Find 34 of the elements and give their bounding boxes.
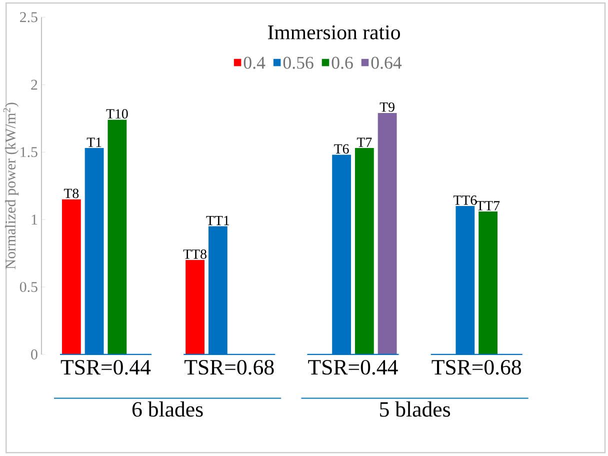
bar — [108, 120, 127, 355]
y-tick-label: 1 — [32, 214, 38, 225]
legend-label: 0.56 — [283, 56, 314, 70]
y-axis-title: Normalized power (kW/m$^{2}$) — [3, 102, 19, 270]
data-label: T7 — [356, 138, 372, 148]
text: 5 blades — [380, 402, 450, 417]
data-label: T6 — [334, 144, 349, 154]
bar — [378, 113, 397, 355]
data-label: T10 — [106, 109, 128, 119]
y-tick-label: 2 — [31, 80, 38, 90]
data-label: TT8 — [183, 250, 206, 260]
data-label: T1 — [86, 138, 102, 148]
y-tick-label: 0 — [31, 350, 38, 360]
x-tick-label: TSR=0.68 — [184, 360, 274, 375]
legend-label: 0.6 — [332, 56, 353, 70]
data-label: T9 — [380, 102, 394, 112]
text: 6 blades — [132, 402, 203, 417]
bar — [354, 148, 374, 355]
legend-title: Immersion ratio — [268, 26, 400, 40]
bar — [478, 212, 498, 355]
x-tick-label: TSR=0.44 — [60, 360, 151, 375]
data-label: TT7 — [476, 201, 500, 210]
data-label: T8 — [64, 188, 79, 198]
y-tick-label: 0.5 — [20, 282, 38, 292]
x-tick-label: TSR=0.68 — [432, 360, 522, 375]
data-label: TT6 — [453, 196, 477, 206]
legend-label: 0.64 — [371, 56, 402, 70]
legend-label: 0.4 — [244, 56, 266, 70]
x-tick-label: TSR=0.44 — [308, 360, 398, 375]
bar — [62, 200, 81, 355]
y-tick-label: 1.5 — [20, 147, 38, 158]
y-tick-label: 2.5 — [20, 12, 38, 22]
bar — [186, 260, 204, 355]
data-label: TT1 — [206, 216, 230, 226]
